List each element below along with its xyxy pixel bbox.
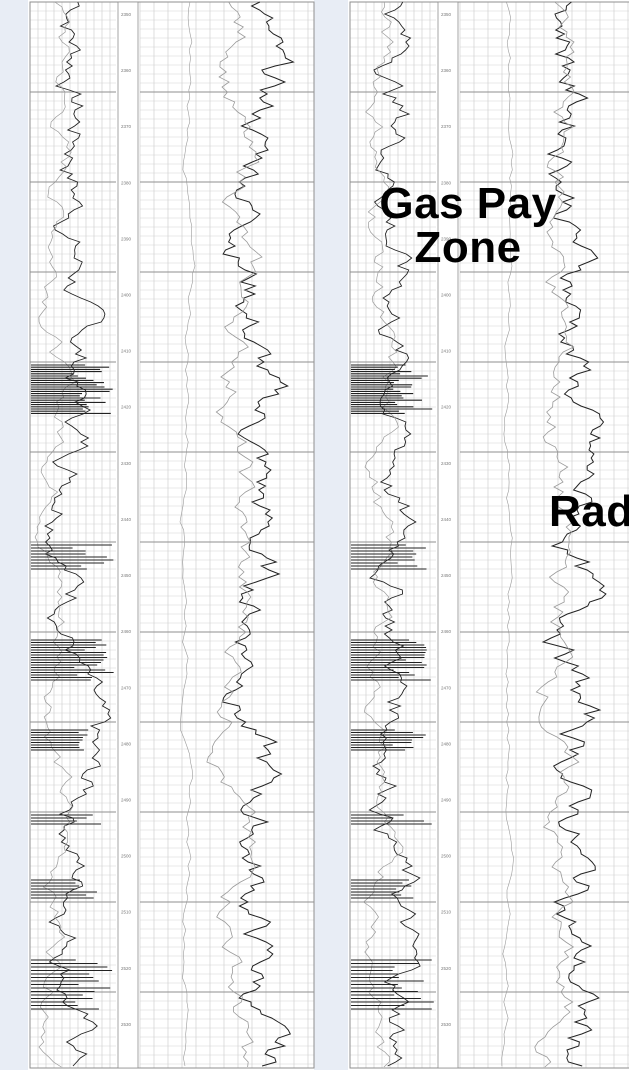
hatch-zone xyxy=(351,729,426,751)
grid xyxy=(459,1,629,1068)
depth-label: 2410 xyxy=(121,349,132,354)
gas-pay-zone-line2: Zone xyxy=(414,223,522,272)
depth-label: 2390 xyxy=(121,236,132,241)
hatch-zone xyxy=(31,814,102,825)
panel-frame xyxy=(29,1,315,1069)
depth-label: 2450 xyxy=(121,573,132,578)
resistivity-shallow-trace xyxy=(206,1,263,1068)
depth-label: 2510 xyxy=(121,910,132,915)
grid xyxy=(139,1,314,1068)
depth-label: 2430 xyxy=(121,461,132,466)
depth-label: 2360 xyxy=(441,68,452,73)
depth-label: 2440 xyxy=(121,517,132,522)
depth-label: 2460 xyxy=(441,629,452,634)
depth-label: 2390 xyxy=(441,236,452,241)
depth-label: 2480 xyxy=(441,741,452,746)
depth-label: 2360 xyxy=(121,68,132,73)
depth-label: 2420 xyxy=(121,405,132,410)
depth-label: 2530 xyxy=(121,1022,132,1027)
hatch-zone xyxy=(351,544,427,570)
resistivity-shallow-trace xyxy=(534,1,580,1068)
depth-label: 2520 xyxy=(121,966,132,971)
hatch-zone xyxy=(31,639,114,681)
depth-label: 2530 xyxy=(441,1022,452,1027)
depth-label: 2370 xyxy=(121,124,132,129)
depth-label: 2350 xyxy=(441,12,452,17)
truncated-label: Rad xyxy=(549,487,629,536)
depth-label: 2460 xyxy=(121,629,132,634)
left-log-panel: 2350 2360 2370 2380 2390 2400 2410 2420 2430 2440… xyxy=(29,1,315,1069)
depth-label: 2510 xyxy=(441,910,452,915)
hatch-zone xyxy=(351,814,432,825)
caliper-trace xyxy=(501,1,514,1067)
depth-column: 2350 2360 2370 2380 2390 2400 2410 2420 2430 2440… xyxy=(117,1,139,1069)
depth-label: 2470 xyxy=(121,685,132,690)
hatch-zone xyxy=(31,959,113,1010)
gamma-ray-trace xyxy=(368,1,421,1067)
hatch-zone xyxy=(31,364,113,414)
depth-label: 2480 xyxy=(121,741,132,746)
depth-label: 2490 xyxy=(121,797,132,802)
hatch-zone xyxy=(351,364,433,414)
depth-label: 2400 xyxy=(441,293,452,298)
right-log-panel: 2350 2360 2370 2380 2390 2400 2410 2420 2430 2440… xyxy=(349,1,629,1069)
depth-label: 2350 xyxy=(121,12,132,17)
hatch-zone xyxy=(31,879,97,899)
depth-label: 2420 xyxy=(441,405,452,410)
depth-label: 2430 xyxy=(441,461,452,466)
depth-label: 2450 xyxy=(441,573,452,578)
depth-column-frame xyxy=(117,1,139,1069)
resistivity-deep-trace xyxy=(541,1,607,1067)
depth-column: 2350 2360 2370 2380 2390 2400 2410 2420 2430 2440… xyxy=(437,1,459,1069)
depth-column-frame xyxy=(437,1,459,1069)
depth-label: 2440 xyxy=(441,517,452,522)
depth-label: 2520 xyxy=(441,966,452,971)
panel-frame xyxy=(349,1,629,1069)
middle-gap xyxy=(314,0,348,1070)
depth-label: 2470 xyxy=(441,685,452,690)
depth-label: 2380 xyxy=(441,180,452,185)
depth-label: 2500 xyxy=(441,854,452,859)
hatch-zone xyxy=(31,729,89,751)
hatch-zone xyxy=(351,879,414,899)
hatch-zone xyxy=(31,544,114,570)
hatch-zone xyxy=(351,639,431,681)
depth-label: 2490 xyxy=(441,797,452,802)
depth-label: 2410 xyxy=(441,349,452,354)
hatch-zone xyxy=(351,959,434,1010)
left-margin xyxy=(0,0,28,1070)
depth-label: 2380 xyxy=(121,180,132,185)
resistivity-deep-trace xyxy=(222,1,295,1067)
depth-label: 2370 xyxy=(441,124,452,129)
depth-label: 2500 xyxy=(121,854,132,859)
depth-label: 2400 xyxy=(121,293,132,298)
caliper-trace xyxy=(179,1,196,1067)
gas-pay-zone-line1: Gas Pay xyxy=(379,179,557,228)
gas-pay-zone-label: Gas Pay Zone xyxy=(356,182,580,270)
